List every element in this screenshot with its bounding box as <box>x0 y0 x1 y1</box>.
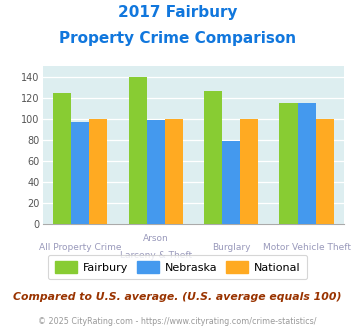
Text: All Property Crime: All Property Crime <box>39 243 121 251</box>
Bar <box>222 141 240 224</box>
Bar <box>165 119 183 224</box>
Text: Motor Vehicle Theft: Motor Vehicle Theft <box>263 243 351 251</box>
Bar <box>279 103 297 224</box>
Bar <box>71 122 89 224</box>
Bar <box>204 91 222 224</box>
Text: Arson: Arson <box>143 234 169 243</box>
Bar <box>53 93 71 224</box>
Bar <box>89 119 108 224</box>
Text: Larceny & Theft: Larceny & Theft <box>120 251 192 260</box>
Text: Burglary: Burglary <box>212 243 250 251</box>
Text: Property Crime Comparison: Property Crime Comparison <box>59 31 296 46</box>
Legend: Fairbury, Nebraska, National: Fairbury, Nebraska, National <box>48 255 307 280</box>
Bar <box>240 119 258 224</box>
Bar <box>297 103 316 224</box>
Bar <box>147 120 165 224</box>
Text: © 2025 CityRating.com - https://www.cityrating.com/crime-statistics/: © 2025 CityRating.com - https://www.city… <box>38 317 317 326</box>
Bar <box>129 77 147 224</box>
Text: Compared to U.S. average. (U.S. average equals 100): Compared to U.S. average. (U.S. average … <box>13 292 342 302</box>
Bar <box>316 119 334 224</box>
Text: 2017 Fairbury: 2017 Fairbury <box>118 5 237 20</box>
